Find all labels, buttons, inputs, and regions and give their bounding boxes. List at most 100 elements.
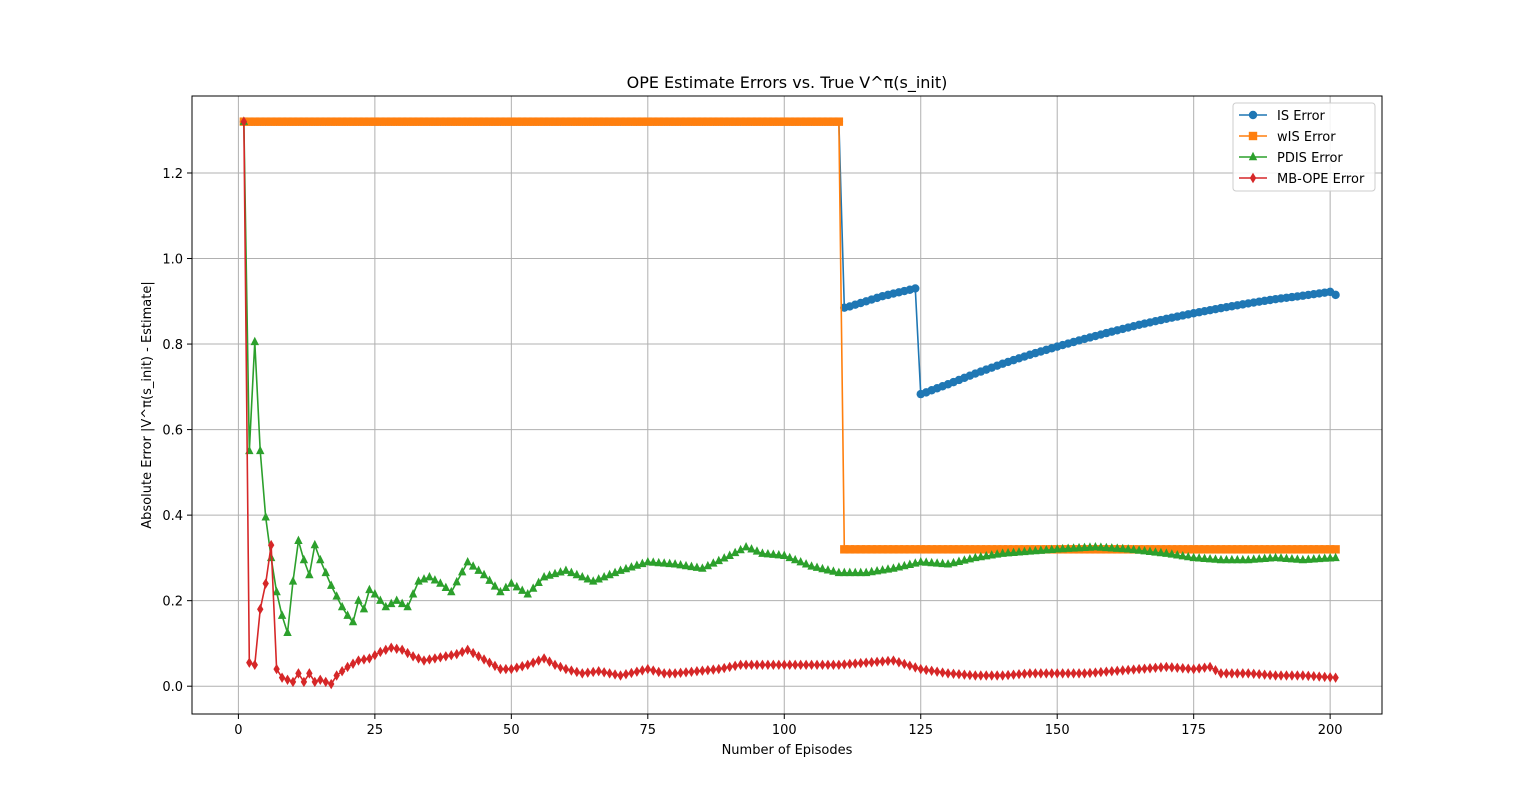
data-point xyxy=(321,117,330,126)
data-point xyxy=(790,117,800,126)
data-point xyxy=(359,604,369,613)
data-point xyxy=(447,586,456,596)
legend-item: IS Error xyxy=(1239,109,1326,124)
data-point xyxy=(769,549,778,558)
data-point xyxy=(600,667,608,678)
data-point xyxy=(562,663,570,675)
data-point xyxy=(1321,671,1328,683)
data-point xyxy=(943,545,953,554)
data-point xyxy=(414,117,423,126)
data-point xyxy=(355,655,362,666)
data-point xyxy=(1070,668,1077,679)
data-point xyxy=(1254,545,1264,554)
data-point xyxy=(933,666,941,677)
data-point xyxy=(1250,668,1257,679)
data-point xyxy=(774,117,784,126)
data-point xyxy=(921,557,931,566)
data-point xyxy=(813,659,821,671)
data-point xyxy=(780,117,789,126)
data-point xyxy=(343,610,352,619)
data-point xyxy=(726,661,733,673)
data-point xyxy=(643,117,653,126)
data-point xyxy=(1316,671,1323,682)
data-point xyxy=(551,659,559,671)
legend-item: wIS Error xyxy=(1239,130,1336,145)
data-point xyxy=(261,117,270,126)
data-point xyxy=(1238,554,1248,564)
data-point xyxy=(1265,545,1275,554)
data-point xyxy=(616,117,625,126)
data-point xyxy=(1216,545,1226,554)
data-point xyxy=(1245,668,1252,679)
data-point xyxy=(655,666,662,678)
data-point xyxy=(890,655,897,666)
data-point xyxy=(677,667,684,679)
data-point xyxy=(523,117,532,126)
data-point xyxy=(567,567,576,577)
x-tick-label: 100 xyxy=(772,723,797,738)
data-point xyxy=(785,552,794,562)
data-point xyxy=(1168,662,1176,673)
data-point xyxy=(763,117,773,126)
data-point xyxy=(659,117,669,126)
data-point xyxy=(786,659,793,671)
data-point xyxy=(775,659,783,671)
data-point xyxy=(1194,545,1204,554)
data-point xyxy=(834,567,844,577)
data-point xyxy=(1298,545,1308,554)
data-point xyxy=(240,116,248,127)
data-point xyxy=(561,565,571,574)
x-tick-label: 0 xyxy=(234,723,242,738)
data-point xyxy=(599,117,609,126)
data-point xyxy=(403,601,412,611)
data-point xyxy=(606,668,613,679)
data-point xyxy=(709,117,718,126)
data-point xyxy=(851,545,860,554)
data-point xyxy=(769,117,778,126)
data-point xyxy=(823,117,833,126)
data-point xyxy=(288,117,298,126)
data-point xyxy=(611,669,619,680)
data-point xyxy=(720,553,729,562)
data-point xyxy=(965,545,975,554)
data-point xyxy=(1282,553,1291,562)
data-point xyxy=(1048,668,1055,679)
data-point xyxy=(524,659,531,671)
data-point xyxy=(829,117,838,126)
legend-label: PDIS Error xyxy=(1277,151,1343,166)
data-point xyxy=(343,117,352,126)
data-point xyxy=(288,576,298,585)
data-point xyxy=(262,578,269,589)
data-point xyxy=(257,604,264,615)
data-point xyxy=(337,601,347,611)
data-point xyxy=(284,674,291,685)
data-point xyxy=(770,659,777,671)
data-point xyxy=(627,117,636,126)
data-point xyxy=(802,659,810,671)
data-point xyxy=(453,648,460,660)
data-point xyxy=(409,651,417,662)
data-point xyxy=(354,117,363,126)
data-point xyxy=(774,550,784,559)
data-point xyxy=(425,571,434,581)
data-point xyxy=(1026,668,1034,679)
data-point xyxy=(306,668,313,679)
plot-frame xyxy=(191,95,1383,715)
y-tick-label: 0.2 xyxy=(162,595,183,610)
data-point xyxy=(567,117,576,126)
data-point xyxy=(245,117,254,126)
data-point xyxy=(748,659,755,671)
data-point xyxy=(856,567,865,577)
data-point xyxy=(845,545,854,554)
data-point xyxy=(371,649,379,661)
data-point xyxy=(692,117,702,126)
data-point xyxy=(883,545,893,554)
data-point xyxy=(666,668,673,679)
data-point xyxy=(1293,545,1302,554)
data-point xyxy=(1118,543,1127,553)
data-point xyxy=(1310,671,1317,682)
data-point xyxy=(480,654,488,665)
data-point xyxy=(632,117,642,126)
data-point xyxy=(277,610,287,619)
